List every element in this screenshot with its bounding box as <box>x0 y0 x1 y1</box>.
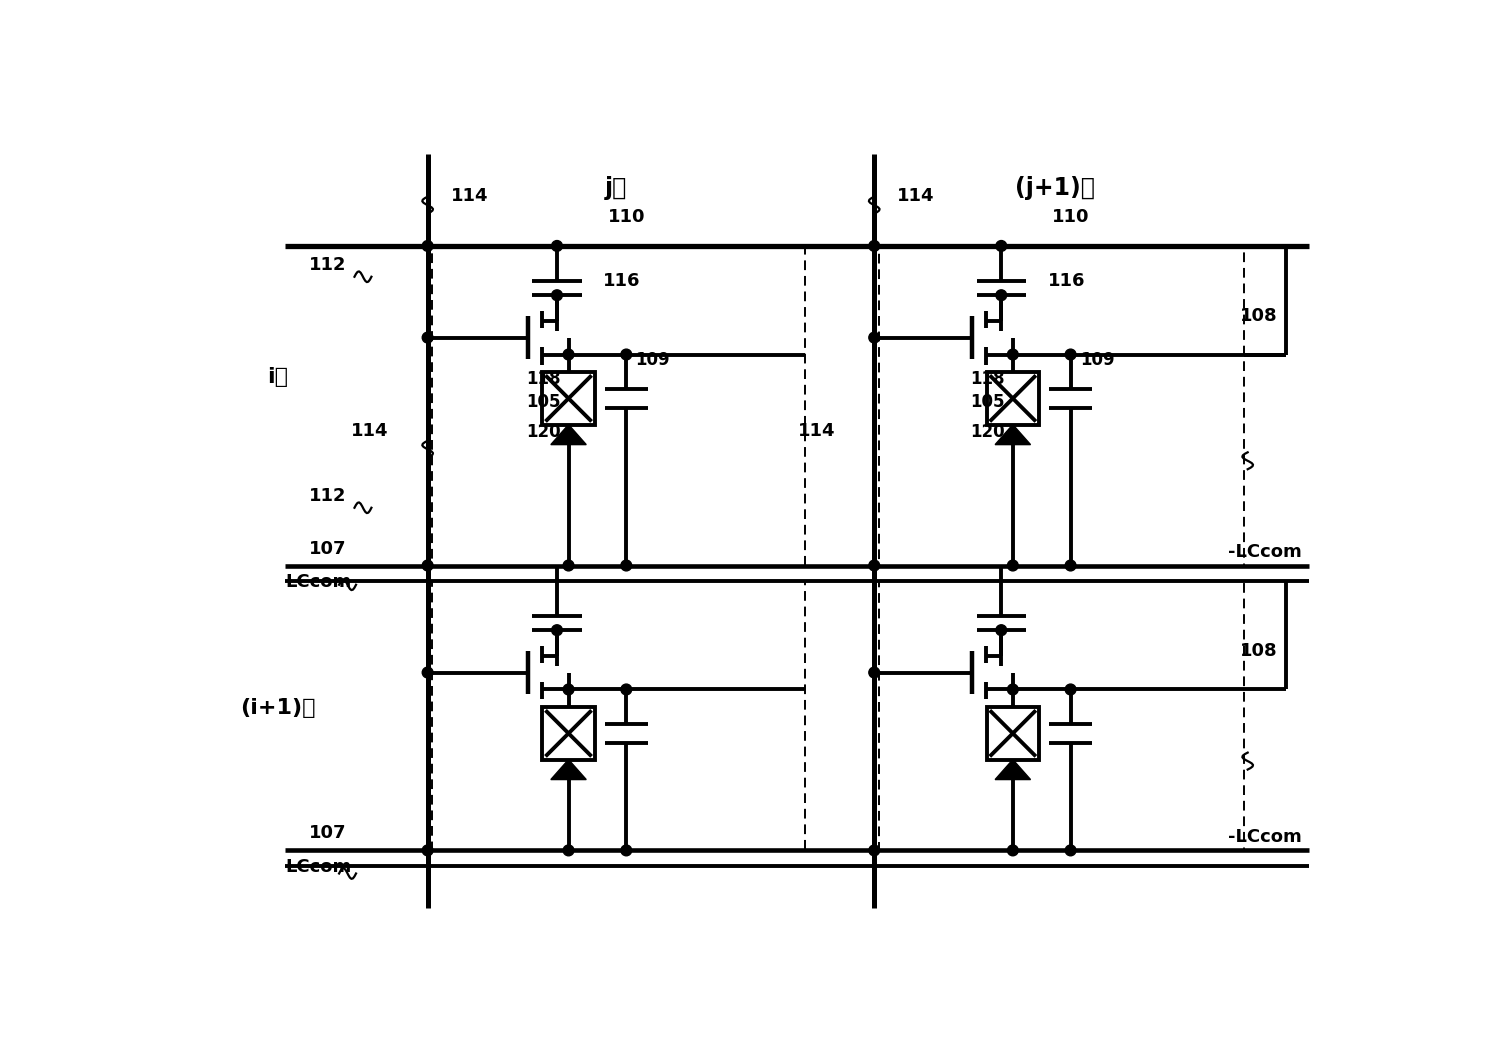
Bar <box>987 707 1039 760</box>
Bar <box>432 246 804 565</box>
Text: 109: 109 <box>635 351 670 369</box>
Text: 107: 107 <box>308 539 346 557</box>
Circle shape <box>1007 349 1018 360</box>
Text: j列: j列 <box>605 176 627 200</box>
Circle shape <box>621 560 632 571</box>
Text: 110: 110 <box>1052 208 1089 226</box>
Text: 118: 118 <box>526 370 561 388</box>
Text: 114: 114 <box>351 422 389 440</box>
Circle shape <box>422 560 432 571</box>
Text: 114: 114 <box>798 422 835 440</box>
Text: i行: i行 <box>268 367 287 387</box>
Circle shape <box>621 349 632 360</box>
Bar <box>543 707 594 760</box>
Text: 108: 108 <box>1240 642 1278 660</box>
Text: 105: 105 <box>526 394 561 411</box>
Circle shape <box>562 845 575 856</box>
Text: 109: 109 <box>1080 351 1114 369</box>
Text: 108: 108 <box>1240 307 1278 325</box>
Text: 116: 116 <box>1048 271 1086 290</box>
Circle shape <box>422 845 432 856</box>
Circle shape <box>1007 845 1018 856</box>
Bar <box>543 372 594 424</box>
Circle shape <box>422 241 432 251</box>
Circle shape <box>869 241 880 251</box>
Text: -LCcom: -LCcom <box>1228 827 1302 845</box>
Circle shape <box>562 684 575 695</box>
Text: 112: 112 <box>308 487 346 505</box>
Circle shape <box>552 241 562 251</box>
Polygon shape <box>995 424 1031 444</box>
Bar <box>878 246 1244 565</box>
Circle shape <box>562 560 575 571</box>
Text: 116: 116 <box>603 271 641 290</box>
Circle shape <box>1064 560 1077 571</box>
Circle shape <box>869 845 880 856</box>
Circle shape <box>1064 349 1077 360</box>
Text: 110: 110 <box>608 208 646 226</box>
Text: LCcom: LCcom <box>286 859 351 877</box>
Circle shape <box>869 332 880 343</box>
Text: 107: 107 <box>308 824 346 843</box>
Circle shape <box>562 349 575 360</box>
Circle shape <box>996 625 1007 635</box>
Circle shape <box>1064 684 1077 695</box>
Text: 114: 114 <box>451 187 488 205</box>
Circle shape <box>422 332 432 343</box>
Circle shape <box>422 667 432 678</box>
Circle shape <box>1007 684 1018 695</box>
Text: (j+1)列: (j+1)列 <box>1015 176 1095 200</box>
Circle shape <box>1007 560 1018 571</box>
Circle shape <box>869 667 880 678</box>
Text: LCcom: LCcom <box>286 574 351 592</box>
Circle shape <box>621 845 632 856</box>
Text: 120: 120 <box>971 423 1005 441</box>
Circle shape <box>552 290 562 301</box>
Text: 112: 112 <box>308 256 346 274</box>
Circle shape <box>621 684 632 695</box>
Circle shape <box>1064 845 1077 856</box>
Bar <box>432 581 804 850</box>
Text: (i+1)行: (i+1)行 <box>240 698 314 718</box>
Circle shape <box>996 290 1007 301</box>
Text: -LCcom: -LCcom <box>1228 542 1302 560</box>
Circle shape <box>996 241 1007 251</box>
Circle shape <box>552 625 562 635</box>
Polygon shape <box>550 760 587 780</box>
Circle shape <box>869 560 880 571</box>
Text: 105: 105 <box>971 394 1005 411</box>
Bar <box>987 372 1039 424</box>
Polygon shape <box>550 424 587 444</box>
Text: 114: 114 <box>897 187 934 205</box>
Text: 120: 120 <box>526 423 561 441</box>
Bar <box>878 581 1244 850</box>
Polygon shape <box>995 760 1031 780</box>
Text: 118: 118 <box>971 370 1005 388</box>
